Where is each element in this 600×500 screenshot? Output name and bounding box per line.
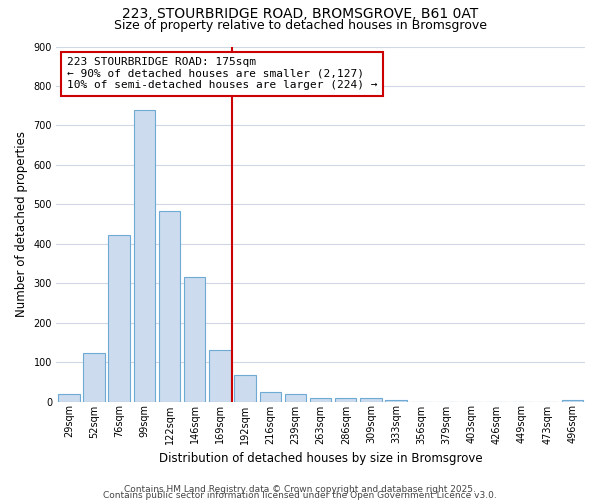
Bar (360, 398, 382, 402)
Bar (562, 400, 583, 402)
Bar (310, 398, 331, 402)
Bar (134, 110, 155, 402)
X-axis label: Distribution of detached houses by size in Bromsgrove: Distribution of detached houses by size … (159, 452, 482, 465)
Bar (285, 394, 306, 402)
Y-axis label: Number of detached properties: Number of detached properties (15, 131, 28, 317)
Bar (159, 210, 180, 402)
Text: 223 STOURBRIDGE ROAD: 175sqm
← 90% of detached houses are smaller (2,127)
10% of: 223 STOURBRIDGE ROAD: 175sqm ← 90% of de… (67, 57, 377, 90)
Bar (260, 392, 281, 402)
Bar (83, 354, 104, 402)
Text: Contains HM Land Registry data © Crown copyright and database right 2025.: Contains HM Land Registry data © Crown c… (124, 485, 476, 494)
Bar (184, 278, 205, 402)
Bar (235, 375, 256, 402)
Bar (335, 398, 356, 402)
Text: 223, STOURBRIDGE ROAD, BROMSGROVE, B61 0AT: 223, STOURBRIDGE ROAD, BROMSGROVE, B61 0… (122, 8, 478, 22)
Text: Contains public sector information licensed under the Open Government Licence v3: Contains public sector information licen… (103, 491, 497, 500)
Bar (209, 350, 230, 402)
Bar (385, 400, 407, 402)
Bar (58, 394, 80, 402)
Text: Size of property relative to detached houses in Bromsgrove: Size of property relative to detached ho… (113, 18, 487, 32)
Bar (109, 235, 130, 402)
